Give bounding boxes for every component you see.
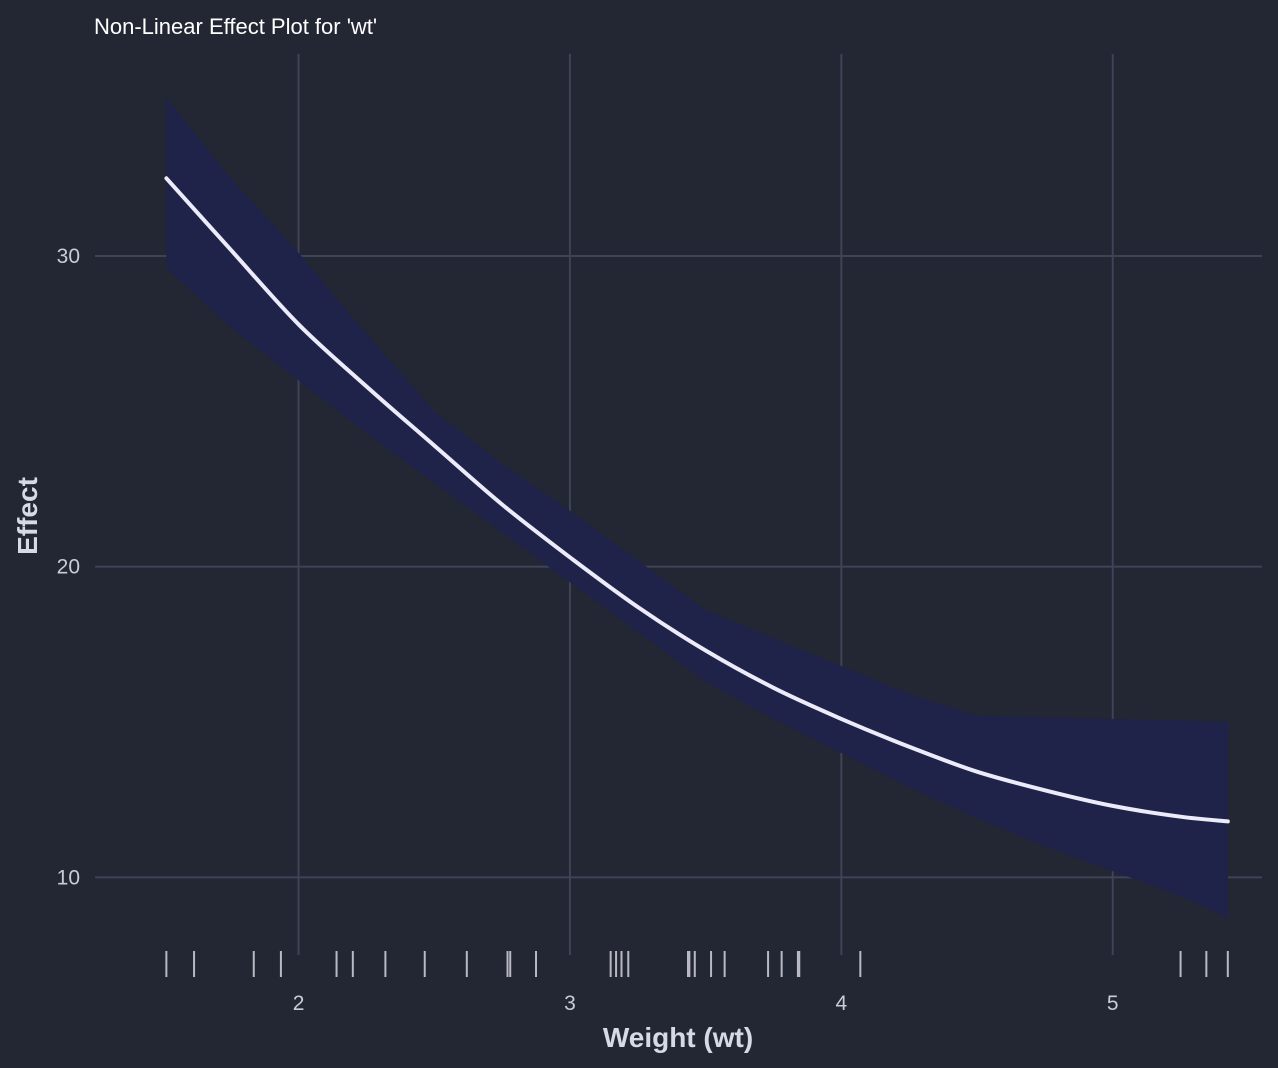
y-tick-label: 30 — [57, 245, 80, 268]
x-tick-label: 3 — [564, 992, 576, 1015]
x-tick-label: 5 — [1107, 992, 1119, 1015]
fit-line — [164, 176, 1230, 824]
x-axis-title: Weight (wt) — [603, 1022, 753, 1053]
y-axis-title: Effect — [12, 477, 43, 555]
chart-title: Non-Linear Effect Plot for 'wt' — [94, 14, 377, 39]
x-tick-label: 2 — [293, 992, 305, 1015]
rug-marks — [165, 951, 1229, 977]
y-tick-label: 10 — [57, 866, 80, 889]
x-axis-ticks: 2 3 4 5 — [293, 992, 1119, 1015]
x-tick-label: 4 — [835, 992, 847, 1015]
y-axis-ticks: 10 20 30 — [57, 245, 80, 889]
y-tick-label: 20 — [57, 556, 80, 579]
confidence-band — [166, 97, 1228, 918]
